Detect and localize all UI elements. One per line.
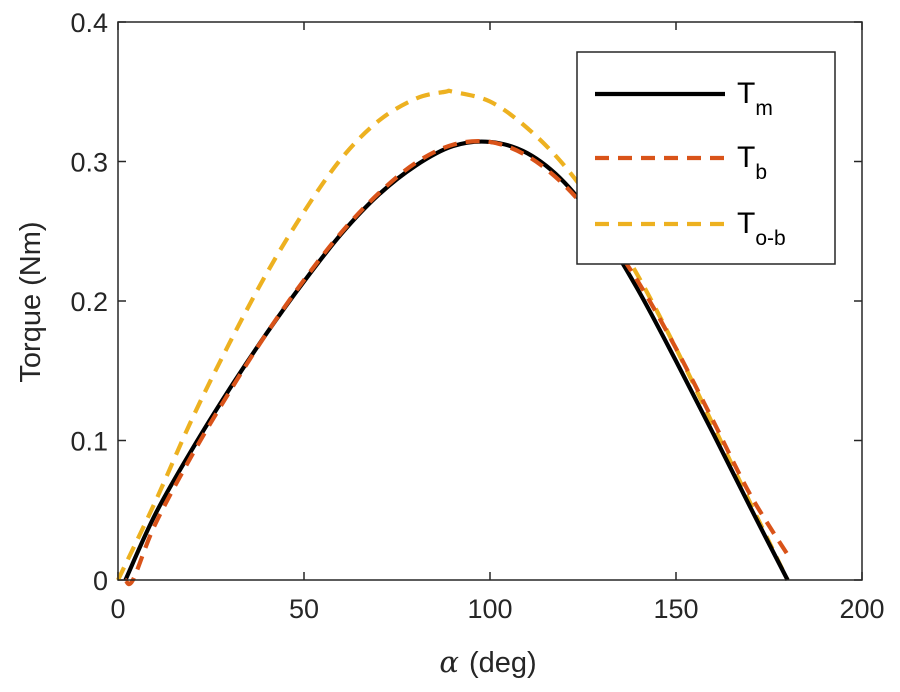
y-tick-label: 0.2 [70, 287, 108, 317]
legend-label-main: T [737, 141, 755, 174]
x-axis-label-unit: (deg) [469, 647, 537, 679]
axis-tick-labels: 0 50 100 150 200 0 0.1 0.2 0.3 0.4 [70, 8, 884, 624]
axes-box [117, 21, 863, 581]
axes-frame [117, 21, 863, 581]
x-tick-label: 200 [839, 594, 884, 624]
y-tick-label: 0.1 [70, 427, 108, 457]
legend-box [576, 51, 836, 265]
series-lines [116, 88, 794, 587]
legend-label: To-b [737, 207, 786, 250]
x-tick-label: 0 [110, 594, 125, 624]
legend-label: Tm [737, 77, 773, 120]
x-axis-label-symbol: α [439, 645, 459, 679]
y-tick-label: 0 [93, 566, 108, 596]
y-axis-label: Torque (Nm) [15, 221, 47, 382]
y-tick-label: 0.3 [70, 148, 108, 178]
series-line-tb [123, 139, 794, 587]
legend-label: Tb [737, 141, 767, 184]
x-tick-label: 150 [653, 594, 698, 624]
x-axis-label: α (deg) [439, 645, 536, 679]
series-line-tm [123, 139, 790, 581]
legend-label-sub: o-b [755, 227, 785, 250]
legend-label-main: T [737, 77, 755, 110]
x-tick-label: 50 [289, 594, 319, 624]
legend-label-main: T [737, 207, 755, 240]
series-line-to-b [116, 88, 790, 581]
x-tick-label: 100 [467, 594, 512, 624]
y-tick-label: 0.4 [70, 8, 108, 38]
legend-label-sub: m [755, 97, 773, 120]
legend-label-sub: b [755, 161, 767, 184]
